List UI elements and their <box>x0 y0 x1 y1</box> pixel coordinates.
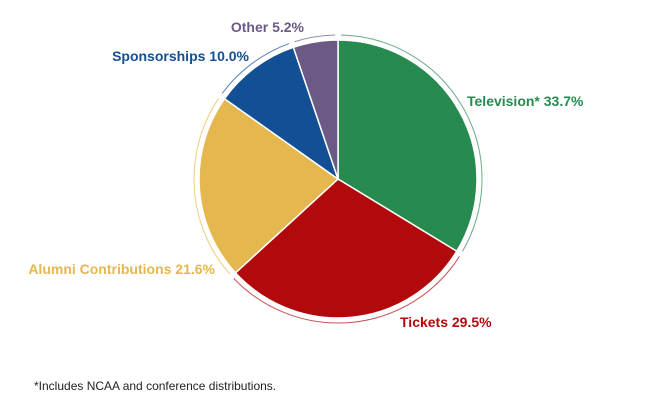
leader-bracket-alumni-contributions <box>193 97 231 275</box>
footnote: *Includes NCAA and conference distributi… <box>34 379 277 393</box>
pie-slice-alumni-contributions <box>198 97 340 274</box>
pie-slice-other <box>292 39 339 180</box>
pie-slices <box>198 39 478 319</box>
pie-slice-tickets <box>234 178 458 319</box>
leader-bracket-sponsorships <box>221 43 290 94</box>
pie-slice-television <box>337 39 478 253</box>
slice-label-sponsorships: Sponsorships 10.0% <box>112 48 249 64</box>
slice-label-television: Television* 33.7% <box>467 93 584 109</box>
slice-label-alumni-contributions: Alumni Contributions 21.6% <box>28 261 215 277</box>
leader-bracket-television <box>340 34 483 252</box>
label-leader-lines <box>193 34 483 324</box>
leader-bracket-tickets <box>233 256 460 324</box>
leader-bracket-other <box>294 34 336 43</box>
pie-slice-sponsorships <box>223 46 340 181</box>
slice-label-tickets: Tickets 29.5% <box>400 314 492 330</box>
slice-label-other: Other 5.2% <box>231 19 305 35</box>
